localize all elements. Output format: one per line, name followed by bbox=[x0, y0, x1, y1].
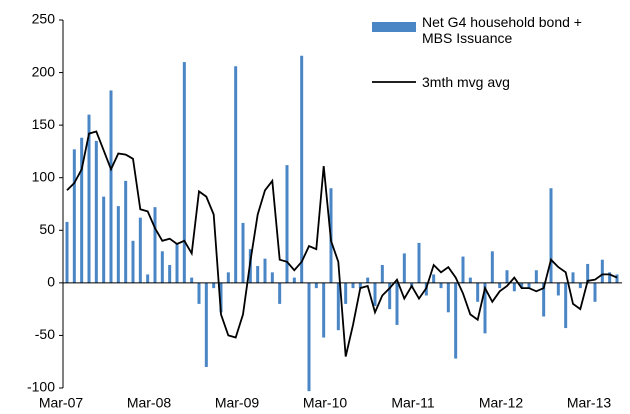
x-tick-label: Mar-13 bbox=[567, 395, 612, 411]
bar bbox=[468, 277, 472, 283]
x-tick-label: Mar-11 bbox=[391, 395, 435, 411]
bar bbox=[116, 206, 120, 283]
y-tick-label: 0 bbox=[47, 274, 55, 290]
bar bbox=[314, 282, 318, 289]
bar bbox=[600, 259, 604, 283]
bar bbox=[608, 272, 612, 283]
x-tick-label: Mar-12 bbox=[479, 395, 524, 411]
bar bbox=[593, 282, 597, 302]
bar bbox=[578, 282, 582, 289]
bar bbox=[358, 282, 362, 289]
bar bbox=[461, 256, 465, 283]
bar bbox=[278, 282, 282, 304]
bar bbox=[138, 217, 142, 283]
bar bbox=[87, 114, 91, 283]
y-tick-label: 250 bbox=[32, 11, 56, 27]
bar bbox=[153, 207, 157, 283]
y-tick-label: -50 bbox=[35, 326, 55, 342]
bar bbox=[476, 282, 480, 302]
bar bbox=[615, 274, 619, 283]
bar bbox=[285, 165, 289, 283]
bar bbox=[307, 282, 311, 392]
legend-label: Net G4 household bond + MBS Issuance bbox=[422, 14, 582, 46]
bar bbox=[109, 90, 113, 283]
bar bbox=[256, 266, 260, 283]
bar bbox=[366, 277, 370, 283]
bar bbox=[292, 277, 296, 283]
bar bbox=[556, 282, 560, 296]
bar bbox=[322, 282, 326, 338]
y-tick-label: 50 bbox=[39, 221, 55, 237]
bar bbox=[182, 62, 186, 283]
bar bbox=[564, 282, 568, 329]
bar bbox=[212, 282, 216, 289]
bar bbox=[380, 264, 384, 283]
bar bbox=[395, 282, 399, 325]
bar bbox=[263, 258, 267, 283]
bar bbox=[446, 282, 450, 313]
bar bbox=[373, 282, 377, 306]
bar bbox=[146, 274, 150, 283]
bar bbox=[124, 180, 128, 283]
bar bbox=[241, 222, 245, 283]
bar bbox=[402, 253, 406, 283]
bar bbox=[234, 66, 238, 283]
bar bbox=[498, 282, 502, 289]
x-tick-label: Mar-09 bbox=[215, 395, 260, 411]
x-tick-label: Mar-07 bbox=[39, 395, 84, 411]
bar bbox=[351, 282, 355, 289]
bar bbox=[571, 272, 575, 283]
bar bbox=[483, 282, 487, 334]
bar bbox=[72, 149, 76, 283]
bar bbox=[534, 270, 538, 283]
bar bbox=[344, 282, 348, 304]
bar bbox=[102, 196, 106, 283]
bar bbox=[175, 243, 179, 283]
bar bbox=[512, 282, 516, 292]
line bbox=[66, 130, 618, 357]
bar bbox=[219, 282, 223, 313]
bar bbox=[94, 140, 98, 283]
bar bbox=[586, 263, 590, 283]
bar bbox=[65, 221, 69, 283]
bar bbox=[454, 282, 458, 359]
bar bbox=[388, 282, 392, 310]
bar bbox=[160, 251, 164, 283]
y-tick-label: -100 bbox=[27, 379, 55, 395]
legend-swatch bbox=[372, 22, 416, 32]
bar bbox=[505, 270, 509, 283]
bar bbox=[527, 282, 531, 289]
bar bbox=[204, 282, 208, 367]
bar bbox=[131, 240, 135, 283]
bar bbox=[432, 274, 436, 283]
bar bbox=[197, 282, 201, 304]
x-tick-label: Mar-08 bbox=[127, 395, 172, 411]
bar bbox=[542, 282, 546, 317]
bar bbox=[168, 264, 172, 283]
bar bbox=[190, 277, 194, 283]
bar bbox=[270, 272, 274, 283]
bar bbox=[417, 242, 421, 283]
x-tick-label: Mar-10 bbox=[303, 395, 348, 411]
y-tick-label: 150 bbox=[32, 116, 56, 132]
bar bbox=[226, 272, 230, 283]
y-tick-label: 200 bbox=[32, 63, 56, 79]
legend-label: 3mth mvg avg bbox=[422, 74, 510, 90]
bar bbox=[336, 282, 340, 331]
bar bbox=[439, 282, 443, 289]
bar bbox=[549, 188, 553, 283]
bar bbox=[80, 137, 84, 283]
bar bbox=[520, 282, 524, 289]
bar bbox=[300, 55, 304, 283]
y-tick-label: 100 bbox=[32, 168, 56, 184]
bar bbox=[490, 251, 494, 283]
